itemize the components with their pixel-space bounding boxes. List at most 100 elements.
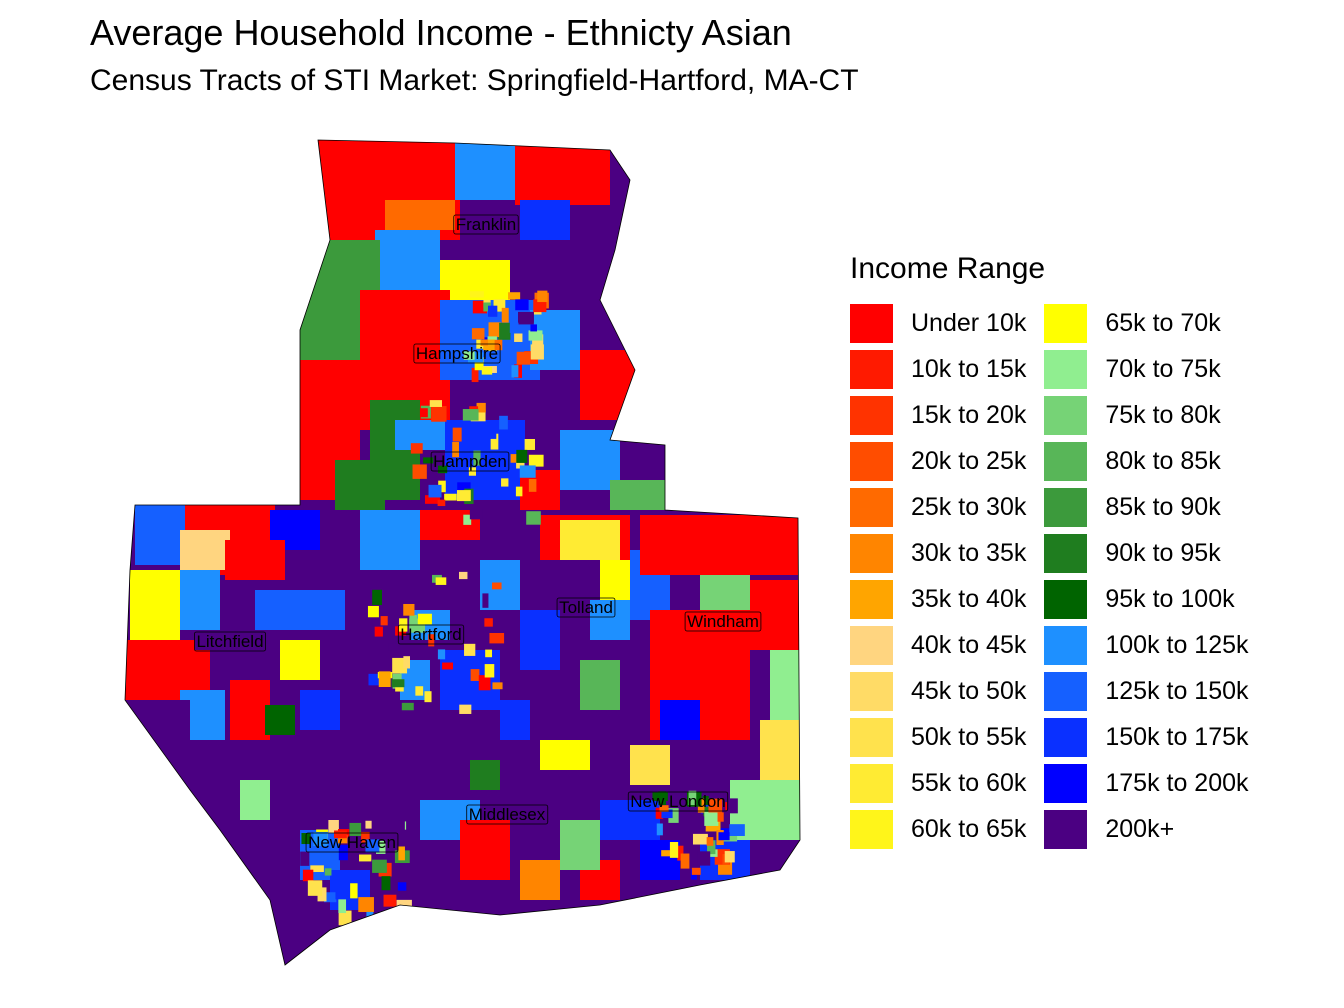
census-tract	[660, 700, 700, 740]
census-tract	[365, 839, 380, 853]
census-tract	[333, 830, 347, 839]
census-tract	[417, 613, 432, 625]
census-tract	[469, 508, 483, 520]
legend-item: 40k to 45k	[850, 622, 1026, 668]
census-tract	[770, 650, 800, 720]
legend-item: 200k+	[1044, 806, 1248, 852]
census-tract	[659, 805, 669, 812]
legend-item: 175k to 200k	[1044, 760, 1249, 806]
legend-item: 65k to 70k	[1044, 300, 1248, 346]
census-tract	[397, 882, 407, 891]
census-tract	[265, 705, 295, 735]
census-tract	[473, 450, 481, 466]
census-tract	[255, 590, 345, 630]
census-tract	[360, 510, 420, 570]
legend-label: 45k to 50k	[911, 676, 1027, 705]
census-tracts	[125, 140, 800, 965]
census-tract	[309, 833, 316, 847]
census-tract	[300, 851, 310, 866]
census-tract	[530, 344, 544, 360]
census-tract	[499, 322, 510, 339]
census-tract	[456, 490, 471, 502]
census-tract	[708, 798, 723, 813]
census-tract	[510, 240, 600, 300]
census-tract	[403, 603, 415, 616]
census-tract	[718, 832, 730, 841]
legend-swatch	[850, 395, 893, 435]
census-tract	[361, 831, 370, 843]
census-tract	[440, 650, 500, 710]
census-tract	[372, 612, 383, 626]
census-tract	[700, 575, 750, 615]
census-tract	[729, 824, 745, 836]
census-tract	[358, 897, 374, 913]
census-tract	[640, 515, 800, 575]
legend-swatch	[850, 671, 893, 711]
census-tract	[462, 409, 479, 421]
census-tract	[520, 610, 560, 670]
census-tract	[380, 616, 388, 626]
legend-item: 100k to 125k	[1044, 622, 1249, 668]
legend-item: 30k to 35k	[850, 530, 1026, 576]
census-tract	[508, 292, 521, 300]
census-tract	[724, 851, 735, 863]
census-tract	[516, 449, 528, 463]
census-tract	[464, 643, 476, 656]
county-label-box	[684, 611, 762, 632]
county-label: Middlesex	[469, 805, 546, 824]
census-tract	[656, 823, 663, 836]
census-tract	[437, 499, 446, 507]
legend-swatch	[850, 487, 893, 527]
legend-item: 75k to 80k	[1044, 392, 1248, 438]
legend-title: Income Range	[850, 252, 1046, 285]
census-tract	[481, 366, 493, 375]
census-tract	[528, 479, 537, 492]
census-tract	[469, 291, 484, 298]
legend-label: 55k to 60k	[911, 768, 1027, 797]
legend-swatch	[850, 533, 893, 573]
census-tract	[307, 880, 323, 896]
legend-label: 85k to 90k	[1105, 492, 1221, 521]
legend-swatch	[850, 349, 893, 389]
legend-label: 90k to 95k	[1105, 538, 1221, 567]
census-tract	[532, 334, 544, 348]
legend-label: 15k to 20k	[911, 400, 1027, 429]
census-tract	[520, 200, 570, 240]
census-tract	[717, 812, 724, 822]
census-tract	[580, 660, 620, 710]
county-label-box	[556, 597, 616, 618]
census-tract	[482, 593, 489, 608]
legend-item: 25k to 30k	[850, 484, 1026, 530]
census-tract	[658, 791, 667, 805]
census-tract	[524, 438, 536, 450]
legend-item: 90k to 95k	[1044, 530, 1248, 576]
legend-swatch	[1044, 625, 1088, 665]
census-tract	[230, 680, 270, 740]
county-label-box	[466, 804, 549, 825]
legend-label: 50k to 55k	[911, 722, 1027, 751]
county-label: Litchfield	[196, 632, 263, 651]
county-label-box	[305, 832, 399, 853]
legend-item: Under 10k	[850, 300, 1026, 346]
census-tract	[600, 800, 660, 840]
census-tract	[704, 811, 719, 826]
census-tract	[501, 478, 509, 487]
legend-item: 95k to 100k	[1044, 576, 1248, 622]
legend-item: 80k to 85k	[1044, 438, 1248, 484]
census-tract	[515, 299, 529, 311]
legend-swatch	[1044, 763, 1088, 803]
legend-swatch	[850, 809, 893, 849]
census-tract	[511, 365, 519, 378]
census-tract	[438, 480, 446, 493]
census-tract	[463, 514, 472, 525]
census-tract	[560, 820, 600, 870]
legend-label: 95k to 100k	[1105, 584, 1235, 613]
census-tract	[410, 443, 423, 454]
census-tract	[337, 834, 348, 844]
county-label: Franklin	[456, 215, 516, 234]
census-tract	[661, 850, 671, 857]
census-tract	[365, 820, 372, 829]
census-tract	[691, 867, 701, 875]
legend-swatch	[1044, 395, 1088, 435]
legend-swatch	[850, 441, 893, 481]
